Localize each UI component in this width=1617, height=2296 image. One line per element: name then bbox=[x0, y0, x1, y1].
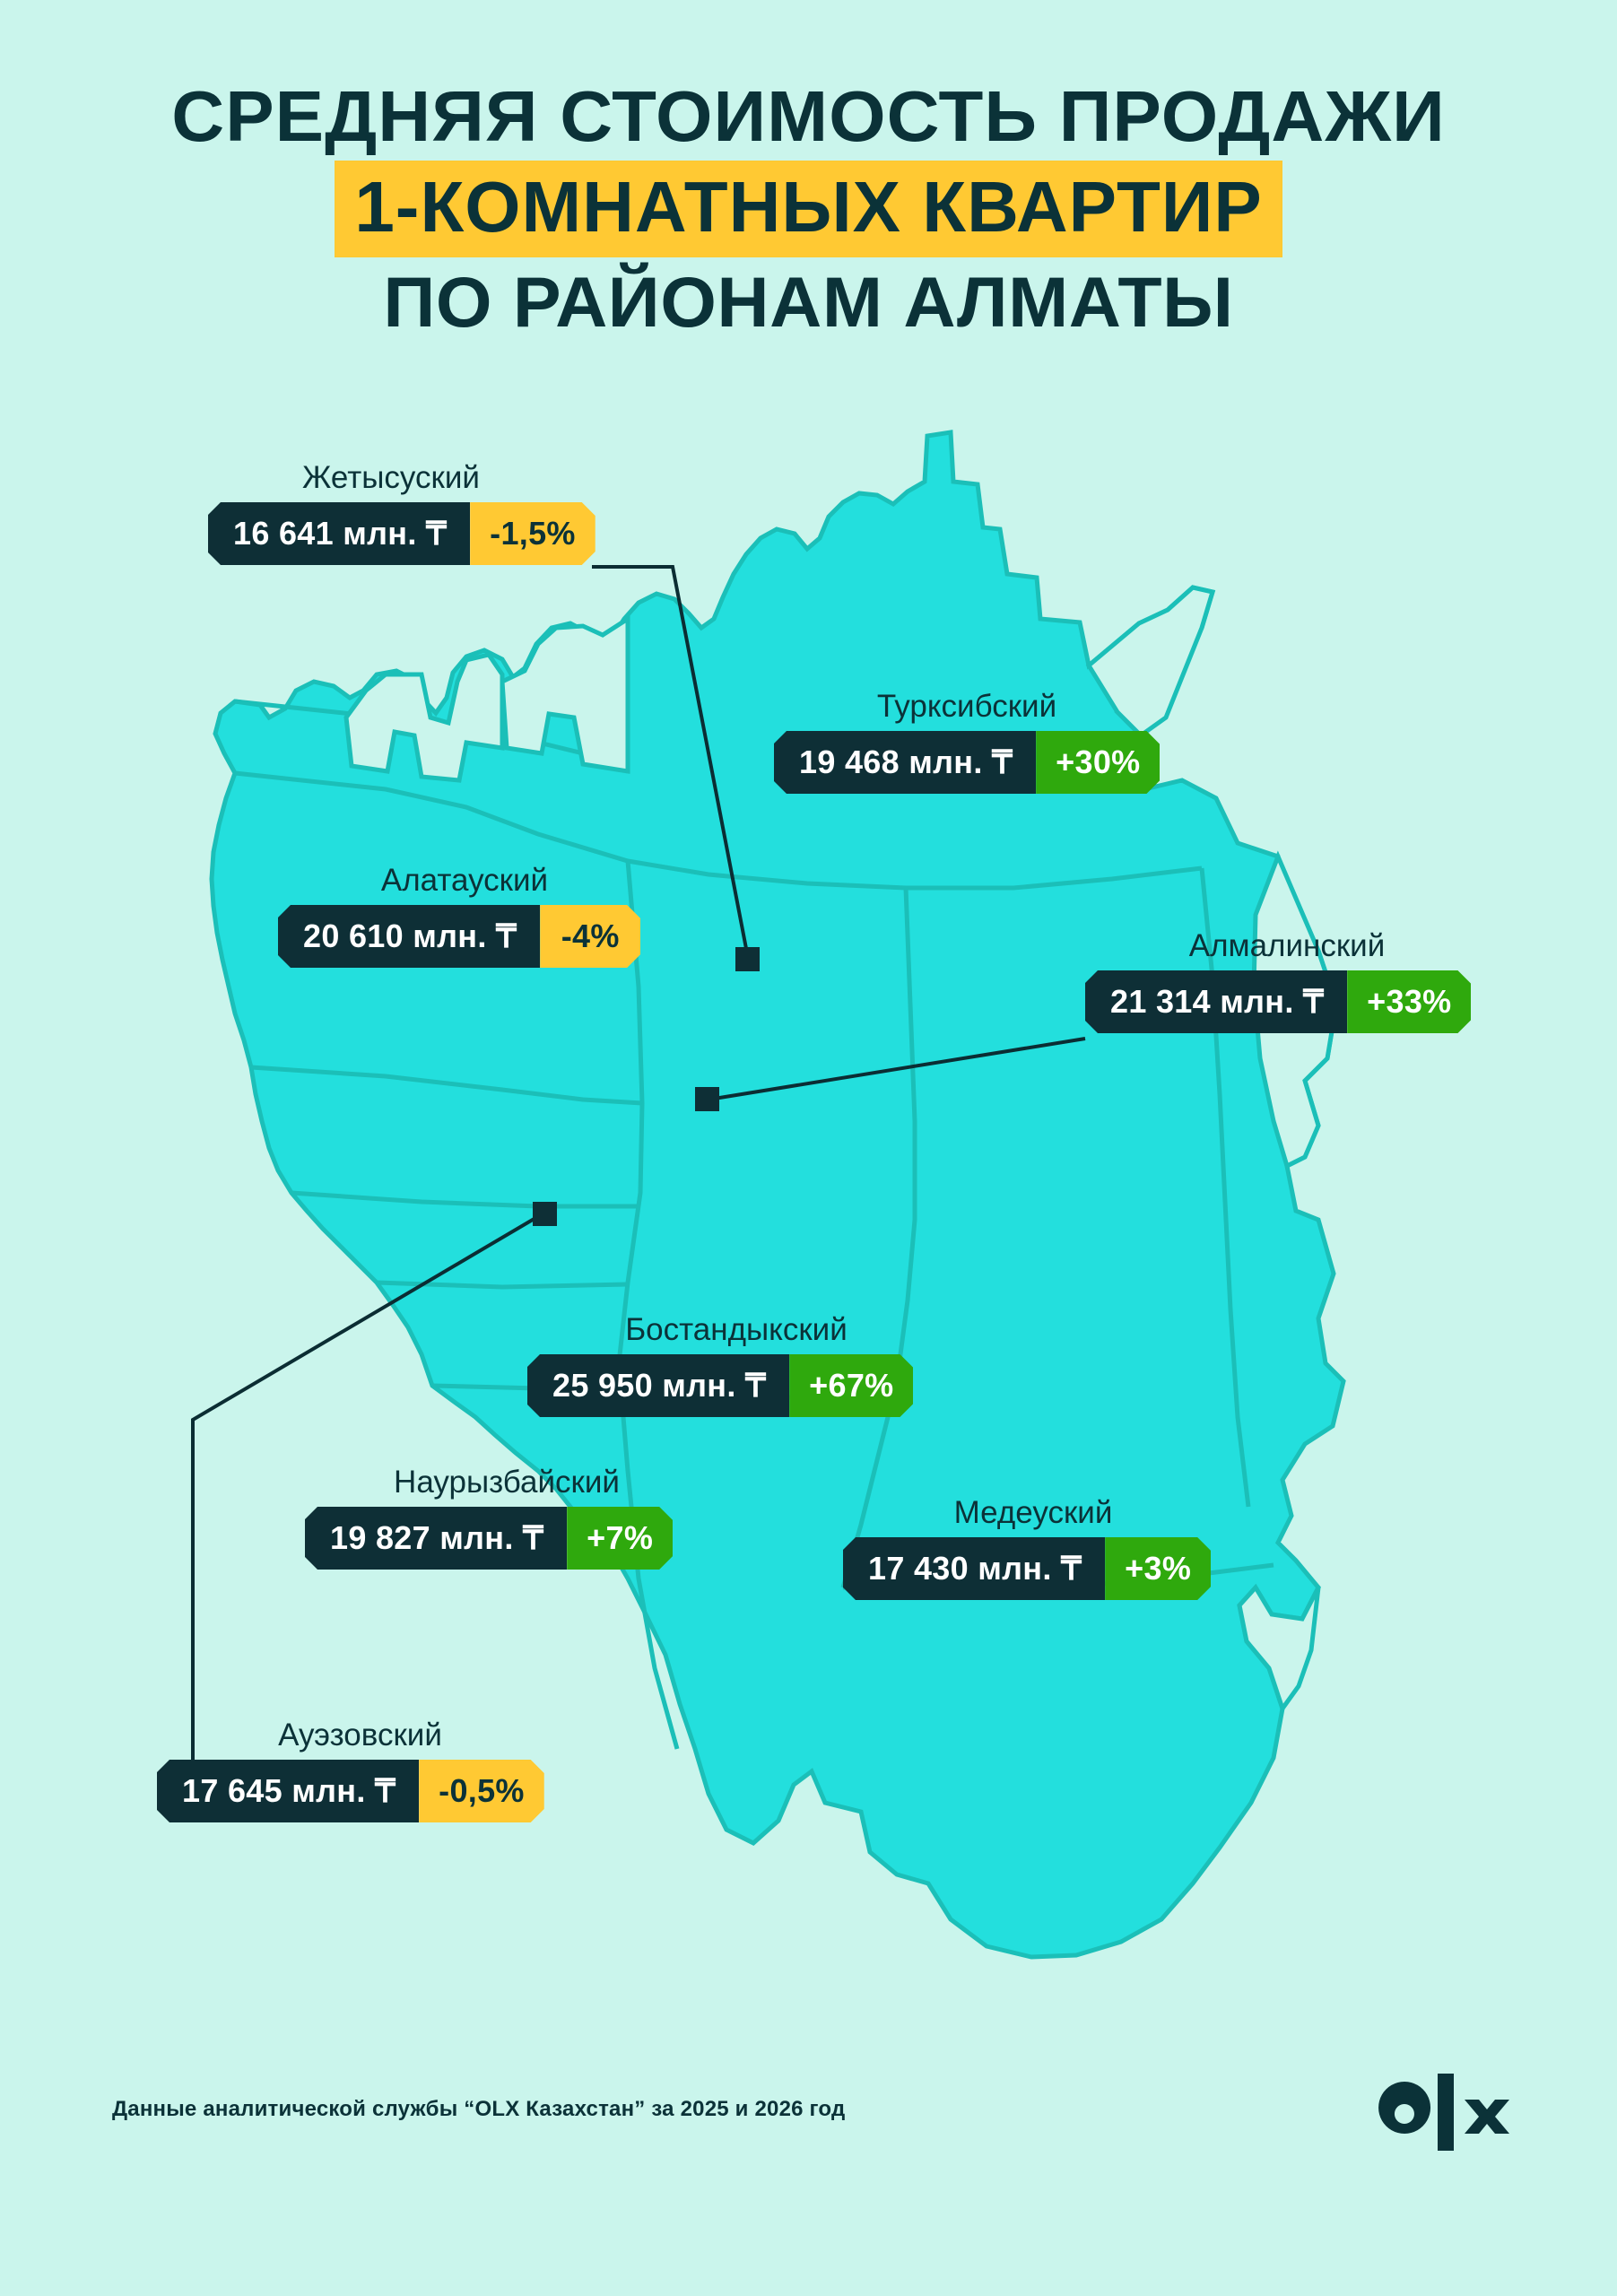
title-line-3: ПО РАЙОНАМ АЛМАТЫ bbox=[383, 262, 1234, 342]
leader-line-almaly bbox=[695, 1037, 1086, 1111]
district-change-auezov: -0,5% bbox=[419, 1760, 544, 1822]
district-change-alatau: -4% bbox=[540, 905, 640, 968]
district-badge-medeu[interactable]: 17 430 млн. ₸ +3% bbox=[843, 1537, 1211, 1600]
district-callout-nauryzbay: Наурызбайский 19 827 млн. ₸ +7% bbox=[305, 1465, 709, 1570]
district-badge-auezov[interactable]: 17 645 млн. ₸ -0,5% bbox=[157, 1760, 544, 1822]
leader-line-auezov bbox=[191, 1202, 557, 1787]
district-value-alatau: 20 610 млн. ₸ bbox=[278, 905, 540, 968]
district-value-medeu: 17 430 млн. ₸ bbox=[843, 1537, 1105, 1600]
district-change-zhetysu: -1,5% bbox=[470, 502, 596, 565]
district-badge-almaly[interactable]: 21 314 млн. ₸ +33% bbox=[1085, 970, 1471, 1033]
district-change-almaly: +33% bbox=[1347, 970, 1471, 1033]
title-line-1: СРЕДНЯЯ СТОИМОСТЬ ПРОДАЖИ bbox=[171, 76, 1446, 156]
title-line-2-highlight: 1-КОМНАТНЫХ КВАРТИР bbox=[335, 161, 1282, 257]
district-badge-nauryzbay[interactable]: 19 827 млн. ₸ +7% bbox=[305, 1507, 673, 1570]
leader-marker-auezov bbox=[533, 1202, 557, 1226]
district-name-medeu: Медеуский bbox=[953, 1495, 1113, 1530]
district-change-turksib: +30% bbox=[1036, 731, 1160, 794]
olx-logo-bar bbox=[1438, 2074, 1454, 2151]
olx-logo-x bbox=[1465, 2100, 1509, 2134]
district-badge-alatau[interactable]: 20 610 млн. ₸ -4% bbox=[278, 905, 640, 968]
district-value-almaly: 21 314 млн. ₸ bbox=[1085, 970, 1347, 1033]
district-callout-bostandyk: Бостандыкский 25 950 млн. ₸ +67% bbox=[527, 1312, 945, 1417]
olx-logo-o bbox=[1378, 2082, 1431, 2134]
district-badge-bostandyk[interactable]: 25 950 млн. ₸ +67% bbox=[527, 1354, 913, 1417]
district-value-nauryzbay: 19 827 млн. ₸ bbox=[305, 1507, 567, 1570]
district-callout-zhetysu: Жетысуский 16 641 млн. ₸ -1,5% bbox=[208, 460, 596, 565]
district-name-zhetysu: Жетысуский bbox=[302, 460, 480, 495]
title-highlight-wrapper: 1-КОМНАТНЫХ КВАРТИР bbox=[0, 161, 1617, 257]
district-name-turksib: Турксибский bbox=[876, 689, 1057, 724]
district-change-bostandyk: +67% bbox=[789, 1354, 913, 1417]
district-value-turksib: 19 468 млн. ₸ bbox=[774, 731, 1036, 794]
leader-marker-zhetysu bbox=[735, 947, 760, 971]
leader-line-zhetysu bbox=[592, 565, 760, 971]
district-callout-auezov: Ауэзовский 17 645 млн. ₸ -0,5% bbox=[157, 1718, 563, 1822]
district-name-bostandyk: Бостандыкский bbox=[625, 1312, 848, 1347]
district-callout-turksib: Турксибский 19 468 млн. ₸ +30% bbox=[774, 689, 1160, 794]
district-callout-almaly: Алмалинский 21 314 млн. ₸ +33% bbox=[1085, 928, 1489, 1033]
footer-source-note: Данные аналитической службы “OLX Казахст… bbox=[112, 2097, 846, 2121]
district-badge-turksib[interactable]: 19 468 млн. ₸ +30% bbox=[774, 731, 1160, 794]
district-change-medeu: +3% bbox=[1105, 1537, 1211, 1600]
district-badge-zhetysu[interactable]: 16 641 млн. ₸ -1,5% bbox=[208, 502, 596, 565]
district-name-auezov: Ауэзовский bbox=[278, 1718, 442, 1752]
district-change-nauryzbay: +7% bbox=[567, 1507, 673, 1570]
district-name-nauryzbay: Наурызбайский bbox=[394, 1465, 620, 1500]
olx-logo bbox=[1378, 2074, 1509, 2151]
district-value-zhetysu: 16 641 млн. ₸ bbox=[208, 502, 470, 565]
page-title: СРЕДНЯЯ СТОИМОСТЬ ПРОДАЖИ 1-КОМНАТНЫХ КВ… bbox=[0, 77, 1617, 342]
district-callout-medeu: Медеуский 17 430 млн. ₸ +3% bbox=[843, 1495, 1223, 1600]
district-callout-alatau: Алатауский 20 610 млн. ₸ -4% bbox=[278, 863, 651, 968]
district-value-auezov: 17 645 млн. ₸ bbox=[157, 1760, 419, 1822]
leader-marker-almaly bbox=[695, 1087, 719, 1111]
district-name-almaly: Алмалинский bbox=[1188, 928, 1386, 963]
district-name-alatau: Алатауский bbox=[380, 863, 549, 898]
district-value-bostandyk: 25 950 млн. ₸ bbox=[527, 1354, 789, 1417]
